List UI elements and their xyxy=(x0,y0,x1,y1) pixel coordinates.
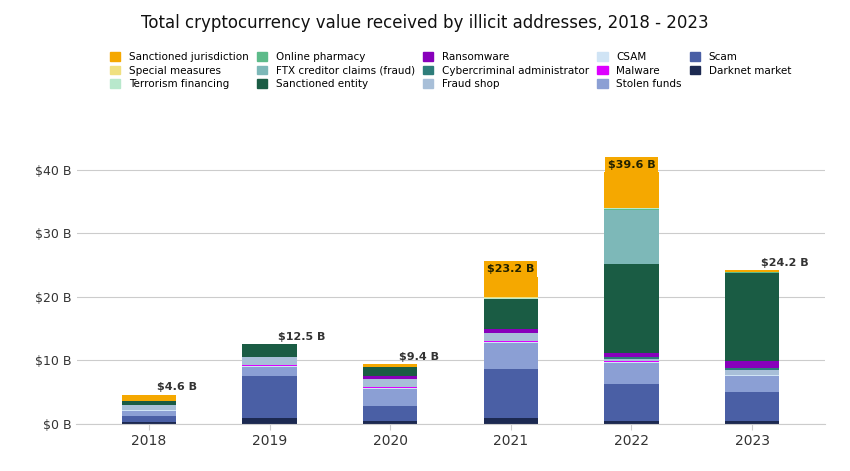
Bar xyxy=(725,374,779,375)
Bar xyxy=(604,422,659,424)
Bar xyxy=(484,276,538,298)
Bar xyxy=(725,368,779,370)
Bar xyxy=(604,208,659,209)
Bar xyxy=(363,422,417,424)
Bar xyxy=(363,367,417,376)
Bar xyxy=(484,329,538,333)
Bar xyxy=(484,343,538,369)
Bar xyxy=(725,376,779,392)
Bar xyxy=(604,210,659,264)
Text: $4.6 B: $4.6 B xyxy=(157,382,197,392)
Bar xyxy=(122,411,176,415)
Bar xyxy=(604,361,659,362)
Legend: Sanctioned jurisdiction, Special measures, Terrorism financing, Online pharmacy,: Sanctioned jurisdiction, Special measure… xyxy=(110,52,791,89)
Bar xyxy=(242,376,297,418)
Bar xyxy=(604,358,659,361)
Text: Total cryptocurrency value received by illicit addresses, 2018 - 2023: Total cryptocurrency value received by i… xyxy=(141,14,709,32)
Bar xyxy=(242,344,297,357)
Text: $39.6 B: $39.6 B xyxy=(608,160,655,170)
Bar xyxy=(242,418,297,424)
Bar xyxy=(363,379,417,387)
Bar xyxy=(604,384,659,422)
Bar xyxy=(484,299,538,300)
Bar xyxy=(122,405,176,410)
Bar xyxy=(604,264,659,353)
Bar xyxy=(725,270,779,272)
Bar xyxy=(122,415,176,422)
Bar xyxy=(363,376,417,379)
Bar xyxy=(242,357,297,365)
Bar xyxy=(242,365,297,366)
Bar xyxy=(122,395,176,401)
Bar xyxy=(122,422,176,424)
Text: $12.5 B: $12.5 B xyxy=(278,332,326,342)
Bar xyxy=(363,364,417,367)
Bar xyxy=(363,388,417,389)
Bar xyxy=(725,273,779,361)
Bar xyxy=(604,357,659,358)
Bar xyxy=(363,406,417,422)
Bar xyxy=(604,172,659,208)
Bar xyxy=(604,209,659,210)
Bar xyxy=(604,362,659,363)
Bar xyxy=(484,298,538,299)
Bar xyxy=(725,370,779,374)
Bar xyxy=(122,410,176,411)
Bar xyxy=(484,300,538,329)
Bar xyxy=(484,341,538,342)
Bar xyxy=(725,375,779,376)
Bar xyxy=(604,353,659,357)
Bar xyxy=(725,361,779,368)
Bar xyxy=(122,401,176,405)
Bar xyxy=(604,363,659,384)
Bar xyxy=(484,333,538,341)
Bar xyxy=(484,342,538,343)
Text: $23.2 B: $23.2 B xyxy=(487,264,535,274)
Bar xyxy=(725,392,779,422)
Text: $9.4 B: $9.4 B xyxy=(399,352,439,362)
Bar xyxy=(484,369,538,418)
Bar xyxy=(242,366,297,367)
Bar xyxy=(484,418,538,424)
Bar xyxy=(725,422,779,424)
Bar xyxy=(363,389,417,406)
Text: $24.2 B: $24.2 B xyxy=(761,258,808,268)
Bar xyxy=(363,387,417,388)
Bar xyxy=(242,367,297,376)
